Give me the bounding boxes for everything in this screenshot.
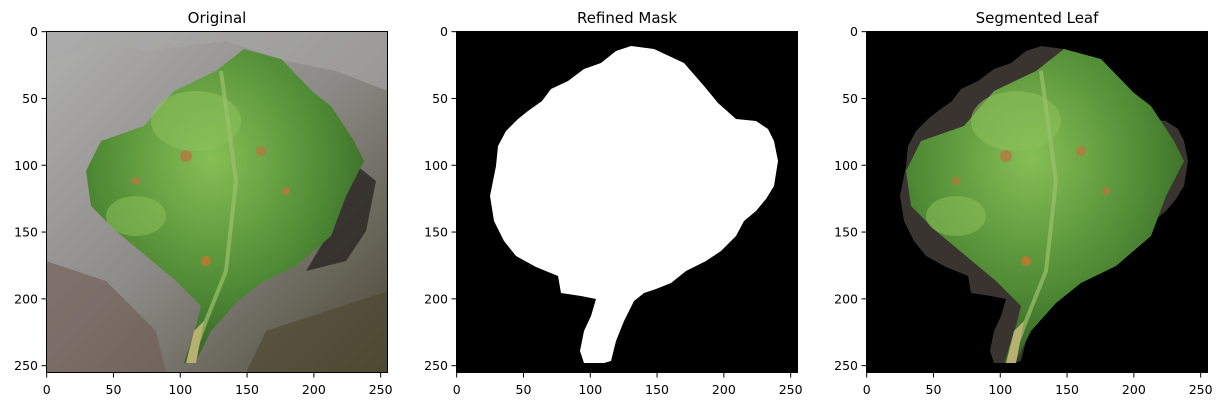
- x-tick-label: 250: [1189, 382, 1213, 397]
- y-tick-label: 100: [834, 158, 858, 173]
- y-tick-label: 0: [440, 24, 448, 39]
- original-leaf-image: 0 50 100 150 200 250 0 50 100 150 200 250: [14, 24, 392, 397]
- y-tick-label: 100: [424, 158, 448, 173]
- image-refined-mask: 0 50 100 150 200 250 0 50 100 150 200 250: [424, 24, 802, 397]
- panel-segmented-leaf: Segmented Leaf 0 50 100 150 200 250 0 5: [820, 0, 1220, 407]
- image-original: 0 50 100 150 200 250 0 50 100 150 200 250: [14, 24, 392, 397]
- panel-title: Original: [187, 9, 247, 27]
- panel-title: Refined Mask: [576, 9, 678, 27]
- panel-refined-mask: Refined Mask 0 50 100 150 200 250 0 50 100 150 200…: [410, 0, 810, 407]
- panel-title: Segmented Leaf: [975, 9, 1099, 27]
- refined-mask-image: 0 50 100 150 200 250 0 50 100 150 200 250: [424, 24, 802, 397]
- y-tick-label: 50: [432, 91, 448, 106]
- image-segmented-leaf: 0 50 100 150 200 250 0 50 100 150 200 250: [834, 24, 1212, 397]
- y-tick-label: 200: [834, 291, 858, 306]
- y-tick-label: 200: [14, 291, 38, 306]
- y-tick-label: 50: [842, 91, 858, 106]
- x-tick-label: 250: [779, 382, 803, 397]
- x-tick-label: 0: [863, 382, 871, 397]
- y-tick-label: 100: [14, 158, 38, 173]
- y-tick-label: 200: [424, 291, 448, 306]
- y-tick-label: 0: [30, 24, 38, 39]
- segmented-leaf-image: 0 50 100 150 200 250 0 50 100 150 200 250: [834, 24, 1212, 397]
- x-tick-label: 200: [712, 382, 736, 397]
- x-tick-label: 100: [578, 382, 602, 397]
- x-tick-label: 150: [645, 382, 669, 397]
- x-tick-label: 0: [453, 382, 461, 397]
- x-tick-label: 100: [168, 382, 192, 397]
- y-tick-label: 250: [424, 358, 448, 373]
- x-tick-label: 0: [43, 382, 51, 397]
- y-tick-label: 150: [14, 225, 38, 240]
- y-tick-label: 150: [834, 225, 858, 240]
- y-tick-label: 50: [22, 91, 38, 106]
- x-tick-label: 50: [926, 382, 942, 397]
- y-tick-label: 250: [834, 358, 858, 373]
- x-tick-label: 200: [302, 382, 326, 397]
- x-tick-label: 250: [369, 382, 393, 397]
- y-tick-label: 0: [850, 24, 858, 39]
- x-tick-label: 150: [1055, 382, 1079, 397]
- x-tick-label: 200: [1122, 382, 1146, 397]
- x-tick-label: 100: [988, 382, 1012, 397]
- y-tick-label: 150: [424, 225, 448, 240]
- x-tick-label: 50: [106, 382, 122, 397]
- x-tick-label: 50: [516, 382, 532, 397]
- panel-original: Original: [0, 0, 400, 407]
- x-tick-label: 150: [235, 382, 259, 397]
- y-tick-label: 250: [14, 358, 38, 373]
